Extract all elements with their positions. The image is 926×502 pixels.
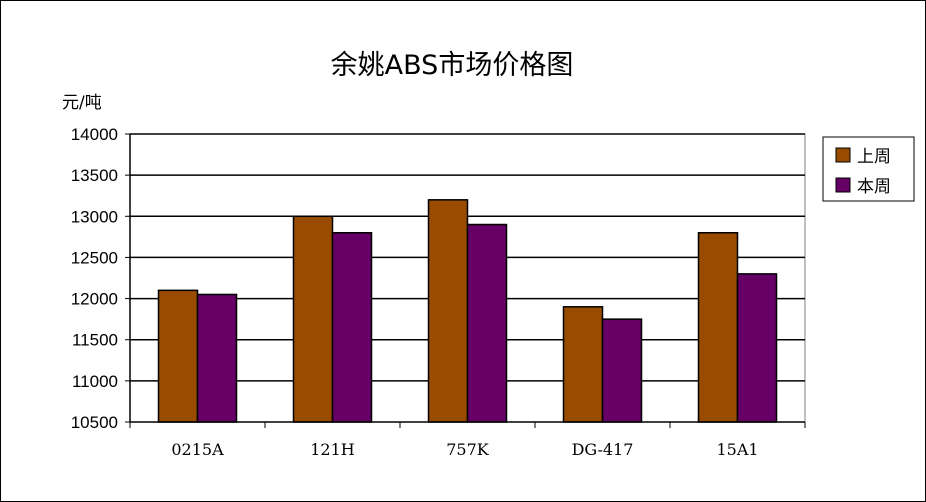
y-tick-label: 11000 xyxy=(72,372,118,391)
bars xyxy=(157,199,778,423)
bar-last-week xyxy=(427,199,469,423)
x-tick-label: 0215A xyxy=(171,440,224,459)
legend-label-this-week: 本周 xyxy=(857,177,891,197)
bar-last-week xyxy=(697,231,739,423)
legend-swatch-this-week xyxy=(835,177,851,193)
chart-title: 余姚ABS市场价格图 xyxy=(331,50,574,81)
x-axis-ticks: 0215A 121H 757K DG-417 15A1 xyxy=(129,422,806,459)
bar-this-week xyxy=(736,273,778,423)
bar-this-week xyxy=(331,231,373,423)
x-tick-label: 121H xyxy=(310,440,355,459)
y-tick-label: 12000 xyxy=(71,290,118,309)
legend: 上周 本周 xyxy=(822,136,915,202)
bar-this-week xyxy=(196,293,238,423)
y-tick-label: 10500 xyxy=(71,413,118,432)
y-tick-label: 13500 xyxy=(71,166,118,185)
bar-last-week xyxy=(292,215,334,423)
bar-last-week xyxy=(562,306,604,423)
bar-this-week xyxy=(601,318,643,423)
y-tick-label: 14000 xyxy=(71,125,118,144)
y-axis-ticks: 10500 11000 11500 12000 12500 13000 13500 14000 xyxy=(71,125,130,432)
y-tick-label: 11500 xyxy=(72,331,118,350)
x-tick-label: DG-417 xyxy=(572,440,634,459)
legend-label-last-week: 上周 xyxy=(857,147,891,167)
x-tick-label: 757K xyxy=(446,440,490,459)
legend-swatch-last-week xyxy=(835,147,851,163)
x-tick-label: 15A1 xyxy=(716,440,758,459)
bar-last-week xyxy=(157,289,199,423)
axes xyxy=(129,134,805,423)
y-axis-unit-label: 元/吨 xyxy=(62,93,102,113)
y-tick-label: 13000 xyxy=(71,207,118,226)
y-tick-label: 12500 xyxy=(71,248,118,267)
bar-this-week xyxy=(466,223,508,423)
